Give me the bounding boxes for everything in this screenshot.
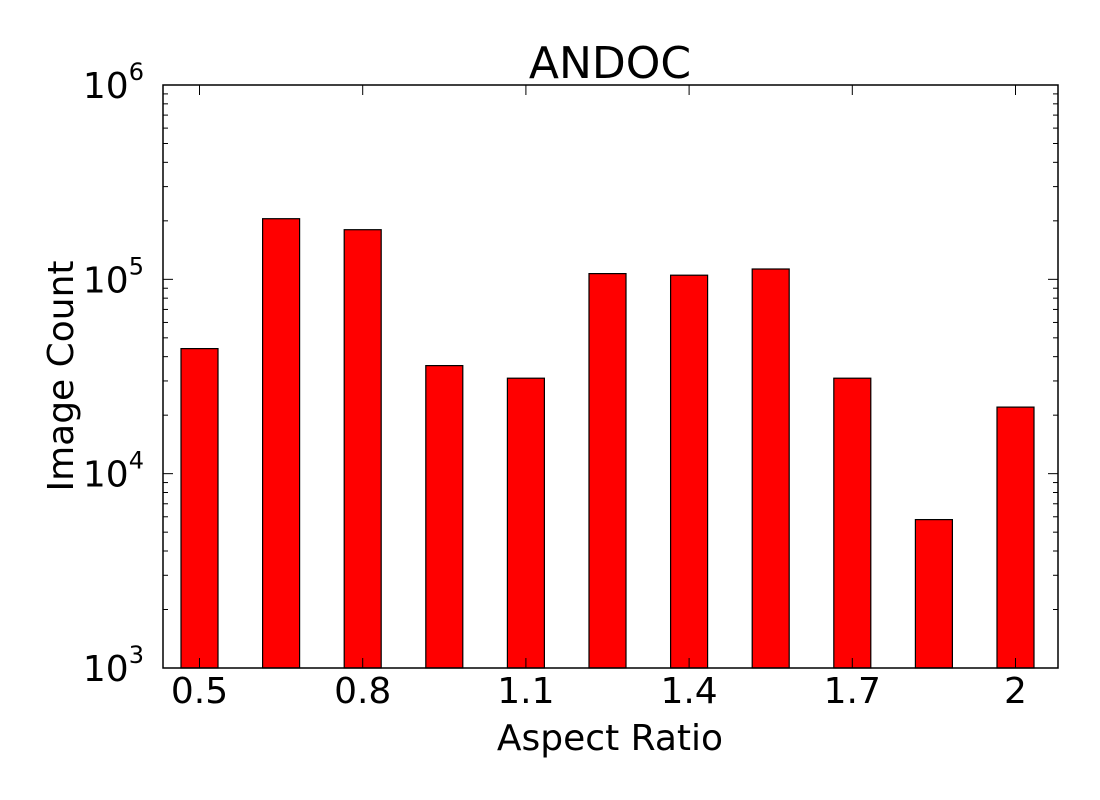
y-tick-label: 105: [83, 252, 144, 301]
x-tick-label: 1.7: [824, 671, 881, 712]
y-tick-label: 103: [83, 641, 144, 690]
chart-title: ANDOC: [529, 38, 691, 89]
x-tick-labels: 0.5 0.8 1.1 1.4 1.7 2: [171, 671, 1027, 712]
bar-0.65: [262, 218, 301, 669]
y-tick-label: 104: [83, 447, 144, 496]
x-tick-label: 1.4: [660, 671, 717, 712]
ticks-group: [163, 84, 1058, 669]
bar-0.8: [343, 229, 382, 669]
bars-group: [180, 218, 1035, 669]
y-tick-label: 106: [83, 58, 144, 107]
bar-2: [996, 406, 1035, 669]
y-tick-labels: 103 104 105 106: [83, 58, 144, 690]
bar-1.4: [669, 274, 709, 669]
bar-1.1: [506, 377, 545, 669]
x-axis-label: Aspect Ratio: [497, 718, 723, 759]
x-tick-label: 0.8: [334, 671, 391, 712]
bar-0.95: [425, 365, 464, 669]
bar-1.7: [833, 377, 872, 669]
bar-1.85: [914, 518, 954, 669]
x-tick-label: 1.1: [497, 671, 554, 712]
bar-1.25: [588, 273, 627, 669]
bar-1.55: [751, 268, 790, 669]
plot-frame: [162, 84, 1059, 669]
y-axis-label: Image Count: [41, 260, 82, 491]
x-tick-label: 2: [1004, 671, 1027, 712]
bar-0.5: [180, 348, 219, 669]
x-tick-label: 0.5: [171, 671, 228, 712]
